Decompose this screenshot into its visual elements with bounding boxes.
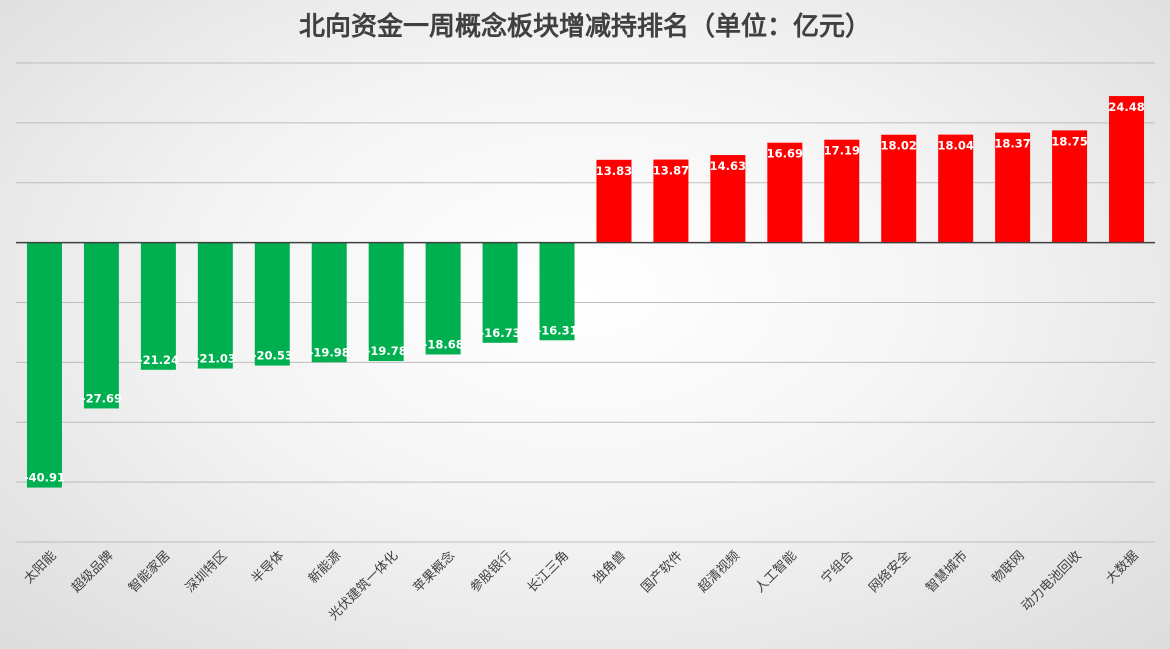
category-label: 超级品牌: [68, 548, 116, 596]
bar: [596, 159, 632, 243]
bar: [26, 242, 62, 488]
bar: [881, 134, 917, 243]
bar-value-label: 18.75: [1051, 134, 1087, 148]
bar-value-label: -19.98: [309, 345, 350, 359]
bar: [1109, 96, 1145, 243]
bar: [767, 142, 803, 243]
category-label: 智慧城市: [923, 548, 971, 596]
category-label: 网络安全: [866, 548, 914, 596]
bar: [938, 134, 974, 243]
bar-value-label: -19.78: [366, 344, 407, 358]
bar: [368, 242, 404, 362]
category-label: 长江三角: [525, 548, 572, 595]
bar-value-label: 16.69: [767, 147, 803, 161]
bar-value-label: -16.31: [536, 323, 577, 337]
bar: [482, 242, 518, 343]
bar: [254, 242, 290, 366]
bar-value-label: 13.87: [653, 164, 689, 178]
chart-title: 北向资金一周概念板块增减持排名（单位：亿元）: [298, 12, 871, 42]
bar-value-label: -20.53: [252, 349, 293, 363]
category-label: 大数据: [1103, 548, 1141, 586]
bar-value-label: -21.03: [195, 352, 236, 366]
category-label: 智能家居: [125, 548, 173, 596]
bar-value-label: 13.83: [596, 164, 632, 178]
bar: [1052, 130, 1088, 243]
category-label: 参股银行: [467, 548, 515, 596]
bar-value-label: 18.04: [937, 139, 973, 153]
category-label: 新能源: [305, 548, 344, 587]
bar: [425, 242, 461, 355]
category-label: 深圳特区: [183, 548, 230, 595]
category-label: 人工智能: [752, 548, 799, 595]
bar-value-label: 24.48: [1108, 100, 1144, 114]
bar-value-label: 17.19: [824, 144, 860, 158]
bar-value-label: 18.02: [881, 139, 917, 153]
bar-value-label: -27.69: [81, 391, 122, 405]
bar: [83, 242, 119, 409]
category-label: 独角兽: [591, 548, 629, 586]
category-label: 苹果概念: [410, 548, 458, 596]
bar: [311, 242, 347, 363]
category-label: 动力电池回收: [1019, 548, 1085, 614]
category-label: 超清视频: [696, 548, 743, 595]
bar-value-label: -16.73: [479, 326, 520, 340]
bar: [653, 159, 689, 243]
bar: [140, 242, 176, 370]
bar: [995, 132, 1031, 243]
bar-value-label: 14.63: [710, 159, 746, 173]
bar: [710, 155, 746, 243]
bar-value-label: -21.24: [138, 353, 179, 367]
category-label: 宁组合: [818, 548, 857, 587]
bar: [197, 242, 233, 369]
category-label: 半导体: [249, 548, 287, 586]
bar: [539, 242, 575, 341]
category-label: 太阳能: [21, 548, 59, 586]
bar-value-label: -40.91: [24, 471, 65, 485]
category-label: 国产软件: [639, 548, 686, 595]
bar-value-label: 18.37: [994, 137, 1030, 151]
category-label: 物联网: [989, 548, 1027, 586]
bar-value-label: -18.68: [423, 337, 464, 351]
bar: [824, 139, 860, 243]
